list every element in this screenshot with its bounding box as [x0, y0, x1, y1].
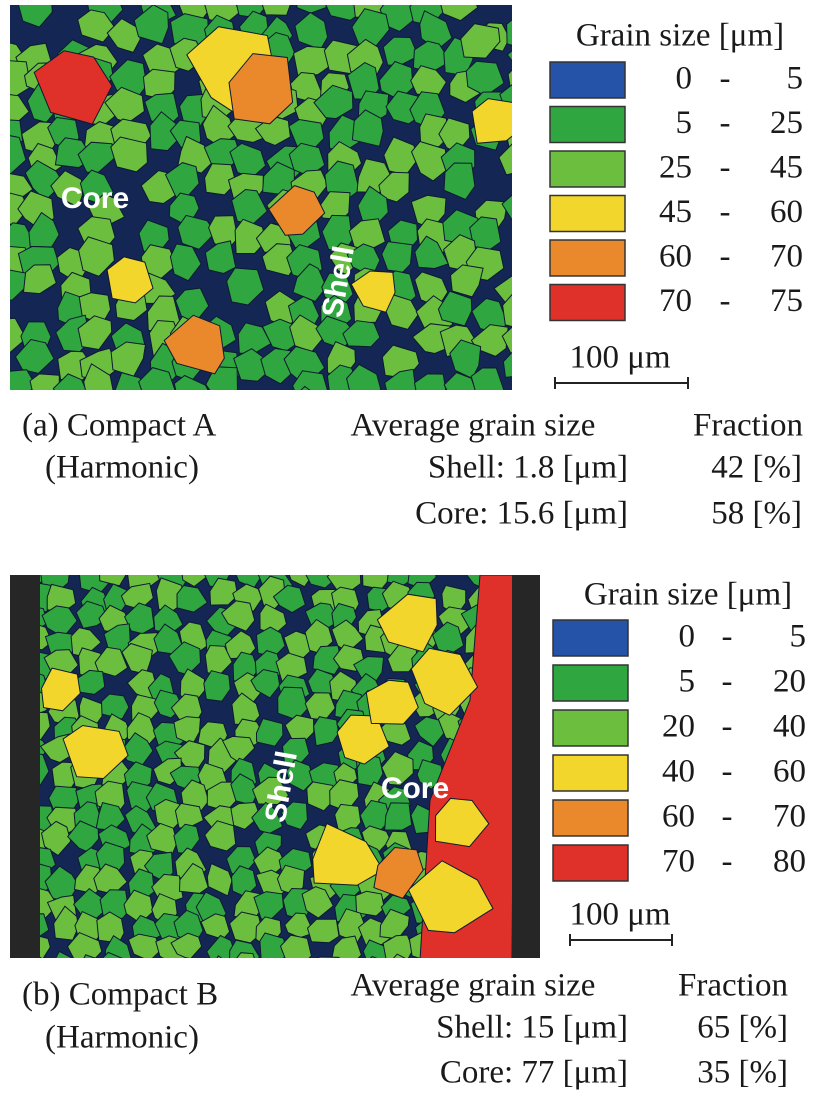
legend-swatch — [550, 151, 625, 187]
grain — [100, 556, 126, 586]
stats-value: Core: 15.6 [μm] — [415, 496, 628, 532]
legend-title: Grain size [μm] — [576, 18, 784, 54]
legend-dash: - — [720, 61, 731, 97]
stats-value: Shell: 1.8 [μm] — [428, 450, 628, 486]
figure: Grain size [μm] 100 μm (a) Compact A (Ha… — [0, 0, 824, 1101]
grain — [308, 957, 342, 983]
caption: (Harmonic) — [45, 1020, 199, 1056]
sample-edge — [512, 575, 540, 958]
stats-value: 35 [%] — [697, 1055, 788, 1091]
legend-from: 40 — [662, 754, 695, 790]
grain — [507, 14, 543, 51]
caption: (a) Compact A — [22, 408, 216, 444]
scale-bar-label: 100 μm — [569, 897, 670, 933]
legend-from: 20 — [662, 709, 695, 745]
legend-to: 40 — [773, 709, 806, 745]
stats-value: Core: 77 [μm] — [440, 1055, 628, 1091]
grain — [385, 803, 412, 830]
grain — [111, 137, 148, 172]
legend-to: 70 — [770, 239, 803, 275]
grain — [356, 891, 385, 916]
legend-to: 25 — [770, 105, 803, 141]
ebsd-map — [0, 0, 543, 436]
grain — [542, 584, 569, 616]
grain — [540, 936, 567, 964]
grain — [540, 894, 566, 926]
legend-swatch — [553, 620, 628, 656]
stats-value: Shell: 15 [μm] — [436, 1010, 628, 1046]
grain — [539, 915, 574, 944]
legend-from: 0 — [679, 619, 696, 655]
legend-dash: - — [720, 105, 731, 141]
legend-dash: - — [722, 844, 733, 880]
legend-swatch — [553, 755, 628, 791]
grain — [542, 559, 568, 589]
legend-to: 5 — [787, 61, 804, 97]
stats-heading: Average grain size — [351, 408, 596, 444]
sample-edge — [10, 575, 40, 958]
legend-from: 0 — [676, 61, 693, 97]
legend-to: 75 — [770, 283, 803, 319]
legend-from: 60 — [659, 239, 692, 275]
grain — [507, 41, 543, 75]
image-label: Core — [381, 772, 449, 805]
stats-value: 58 [%] — [711, 496, 802, 532]
grain — [102, 694, 129, 719]
stats-value: 42 [%] — [711, 450, 802, 486]
stats-heading: Fraction — [693, 408, 803, 444]
legend-swatch — [550, 62, 625, 98]
legend-dash: - — [720, 283, 731, 319]
legend-swatch — [550, 240, 625, 276]
image-label: Core — [61, 182, 129, 215]
legend-from: 70 — [659, 283, 692, 319]
legend-dash: - — [722, 664, 733, 700]
legend-dash: - — [720, 194, 731, 230]
legend-swatch — [553, 800, 628, 836]
grain — [235, 399, 270, 430]
legend-title: Grain size [μm] — [584, 577, 792, 613]
legend-to: 70 — [773, 799, 806, 835]
legend-to: 5 — [790, 619, 807, 655]
caption: (b) Compact B — [22, 977, 218, 1013]
stats-value: 65 [%] — [697, 1010, 788, 1046]
legend-to: 20 — [773, 664, 806, 700]
grain — [308, 919, 340, 943]
legend-dash: - — [722, 799, 733, 835]
legend-from: 70 — [662, 844, 695, 880]
legend-swatch — [553, 710, 628, 746]
grain — [508, 67, 537, 98]
grain — [472, 99, 523, 144]
legend-from: 25 — [659, 150, 692, 186]
grain — [288, 386, 326, 426]
legend-dash: - — [722, 754, 733, 790]
caption: (Harmonic) — [45, 450, 199, 486]
legend-to: 60 — [773, 754, 806, 790]
legend-from: 5 — [679, 664, 696, 700]
legend-swatch — [553, 845, 628, 881]
legend-dash: - — [722, 709, 733, 745]
legend-swatch — [553, 665, 628, 701]
legend-swatch — [550, 107, 625, 143]
legend-swatch — [550, 196, 625, 232]
legend-from: 45 — [659, 194, 692, 230]
grain — [382, 242, 413, 273]
legend-to: 60 — [770, 194, 803, 230]
legend-swatch — [550, 285, 625, 321]
scale-bar-label: 100 μm — [569, 340, 670, 376]
legend-to: 80 — [773, 844, 806, 880]
legend-dash: - — [720, 239, 731, 275]
legend-from: 5 — [676, 105, 693, 141]
legend-from: 60 — [662, 799, 695, 835]
legend-to: 45 — [770, 150, 803, 186]
stats-heading: Average grain size — [351, 968, 596, 1004]
stats-heading: Fraction — [678, 968, 788, 1004]
legend-dash: - — [722, 619, 733, 655]
legend-dash: - — [720, 150, 731, 186]
